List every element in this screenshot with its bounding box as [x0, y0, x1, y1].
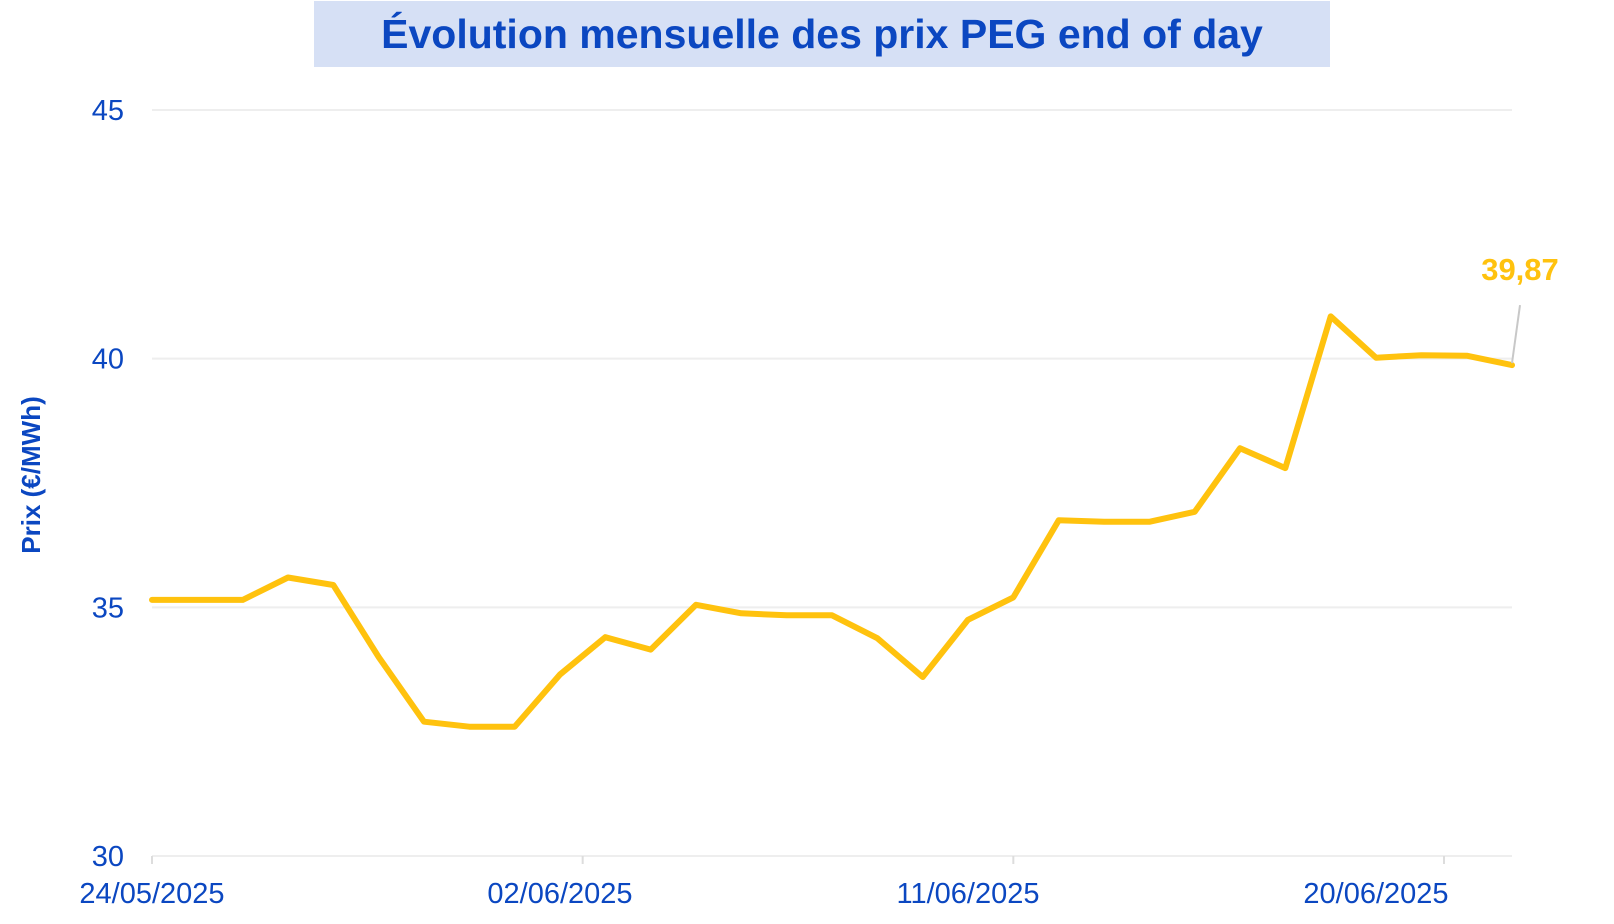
last-value-label: 39,87 [1481, 252, 1559, 287]
y-tick-label: 30 [92, 841, 124, 873]
y-tick-label: 40 [92, 344, 124, 376]
x-tick-label: 11/06/2025 [897, 878, 1040, 910]
chart-title: Évolution mensuelle des prix PEG end of … [381, 10, 1263, 57]
y-tick-label: 35 [92, 592, 124, 624]
x-axis-tick-labels: 24/05/2025 02/06/2025 11/06/2025 20/06/2025 [79, 878, 1448, 910]
series-layer [149, 313, 1515, 730]
y-axis-label: Prix (€/MWh) [16, 396, 46, 553]
x-tick-label: 24/05/2025 [79, 878, 224, 910]
value-label-leader [1511, 304, 1521, 364]
chart-title-box: Évolution mensuelle des prix PEG end of … [314, 1, 1330, 67]
y-tick-label: 45 [92, 95, 124, 127]
x-axis [151, 855, 1512, 864]
series-line [149, 313, 1515, 730]
x-tick-label: 20/06/2025 [1303, 878, 1448, 910]
gridlines [152, 109, 1512, 609]
x-tick-label: 02/06/2025 [487, 878, 632, 910]
y-axis-tick-labels: 30 35 40 45 [92, 95, 124, 873]
annotation-layer: 39,87 [1481, 252, 1559, 364]
